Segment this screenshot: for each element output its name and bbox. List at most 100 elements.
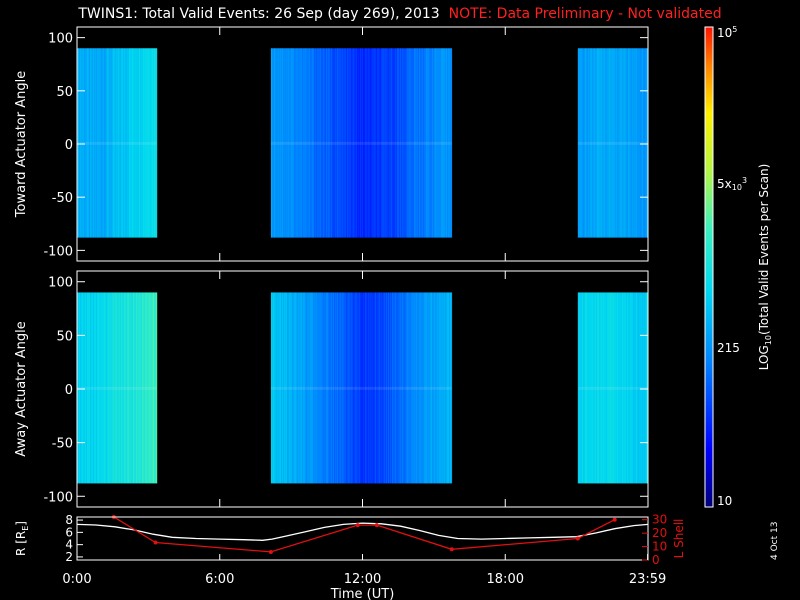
heatmap-column (362, 48, 365, 238)
heatmap-column (443, 48, 446, 238)
heatmap-column (273, 292, 276, 484)
heatmap-column (422, 292, 425, 484)
heatmap-column (592, 48, 595, 238)
heatmap-column (399, 48, 402, 238)
heatmap-column (349, 292, 352, 484)
heatmap-column (277, 48, 280, 238)
heatmap-column (432, 292, 435, 484)
heatmap-column (608, 292, 611, 484)
heatmap-column (328, 48, 331, 238)
y1-axis-label: R [RE] (14, 521, 30, 556)
heatmap-column (643, 48, 646, 238)
heatmap-column (413, 48, 416, 238)
heatmap-column (368, 48, 371, 238)
heatmap-column (295, 292, 298, 484)
heatmap-column (437, 292, 440, 484)
heatmap-column (641, 292, 644, 484)
heatmap-column (607, 48, 610, 238)
heatmap-column (420, 48, 423, 238)
heatmap-column (357, 48, 360, 238)
heatmap-column (356, 48, 359, 238)
heatmap-column (274, 48, 277, 238)
heatmap-column (350, 48, 353, 238)
heatmap-column (114, 292, 116, 484)
heatmap-column (294, 48, 297, 238)
heatmap-column (86, 48, 88, 238)
heatmap-column (104, 292, 106, 484)
heatmap-column (432, 48, 435, 238)
data-block-1 (270, 48, 453, 238)
heatmap-column (604, 292, 607, 484)
heatmap-column (365, 292, 368, 484)
heatmap-column (123, 292, 125, 484)
heatmap-column (627, 48, 630, 238)
heatmap-column (380, 292, 383, 484)
heatmap-column (94, 292, 96, 484)
heatmap-column (153, 292, 155, 484)
heatmap-column (585, 292, 588, 484)
heatmap-column (624, 292, 627, 484)
y-tick-label: -100 (43, 490, 73, 505)
heatmap-column (403, 292, 406, 484)
heatmap-column (420, 292, 423, 484)
heatmap-column (615, 48, 618, 238)
heatmap-column (90, 48, 92, 238)
heatmap-column (116, 48, 118, 238)
heatmap-column (416, 48, 419, 238)
heatmap-column (447, 48, 450, 238)
heatmap-column (317, 48, 320, 238)
heatmap-column (303, 292, 306, 484)
heatmap-column (393, 48, 396, 238)
heatmap-column (434, 292, 437, 484)
heatmap-column (88, 292, 90, 484)
heatmap-column (331, 292, 334, 484)
heatmap-column (397, 292, 400, 484)
heatmap-column (613, 292, 616, 484)
heatmap-column (356, 292, 359, 484)
heatmap-column (638, 292, 641, 484)
heatmap-column (88, 48, 90, 238)
heatmap-column (324, 292, 327, 484)
heatmap-column (336, 48, 339, 238)
heatmap-column (380, 48, 383, 238)
heatmap-column (114, 48, 116, 238)
heatmap-column (309, 48, 312, 238)
heatmap-column (360, 292, 363, 484)
heatmap-column (289, 48, 292, 238)
heatmap-column (113, 292, 115, 484)
heatmap-column (591, 48, 594, 238)
heatmap-column (78, 48, 80, 238)
heatmap-column (378, 292, 381, 484)
heatmap-column (610, 48, 613, 238)
heatmap-column (321, 292, 324, 484)
y-tick-label: 100 (48, 276, 73, 291)
y-tick-label: 100 (48, 32, 73, 47)
heatmap-column (425, 292, 428, 484)
heatmap-column (377, 48, 380, 238)
heatmap-column (98, 292, 100, 484)
heatmap-column (618, 292, 621, 484)
r-distance-line (77, 522, 648, 541)
heatmap-column (409, 48, 412, 238)
heatmap-column (601, 292, 604, 484)
heatmap-column (633, 48, 636, 238)
heatmap-column (394, 48, 397, 238)
heatmap-column (93, 48, 95, 238)
heatmap-column (305, 48, 308, 238)
heatmap-column (365, 48, 368, 238)
heatmap-column (392, 48, 395, 238)
heatmap-column (147, 292, 149, 484)
heatmap-column (349, 48, 352, 238)
heatmap-column (596, 292, 599, 484)
heatmap-column (612, 292, 615, 484)
heatmap-column (579, 292, 582, 484)
heatmap-column (614, 48, 617, 238)
heatmap-column (318, 292, 321, 484)
heatmap-column (77, 48, 79, 238)
heatmap-column (602, 292, 605, 484)
heatmap-column (310, 292, 313, 484)
heatmap-column (371, 292, 374, 484)
heatmap-column (628, 292, 631, 484)
heatmap-column (273, 48, 276, 238)
heatmap-column (109, 48, 111, 238)
